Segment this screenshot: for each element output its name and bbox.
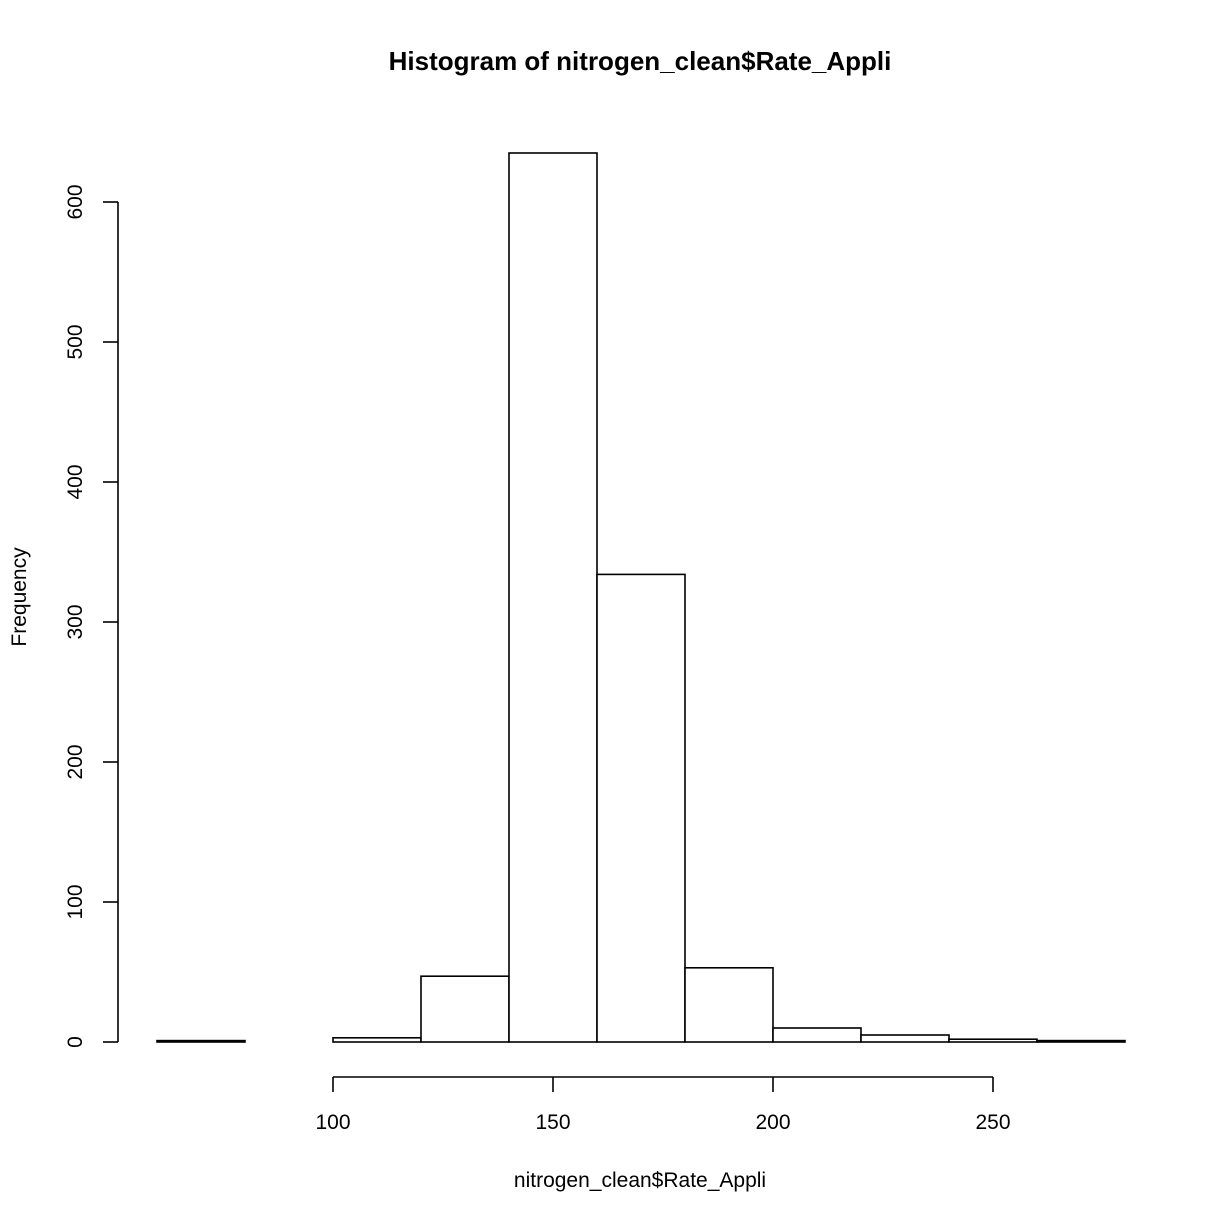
histogram-bar-3 [420, 975, 510, 1043]
histogram-bar-2 [332, 1037, 422, 1043]
histogram-bar-10 [1036, 1039, 1126, 1043]
histogram-bar-5 [596, 573, 686, 1043]
y-tick-label-4: 400 [64, 464, 87, 499]
histogram-bar-7 [772, 1027, 862, 1043]
histogram-bar-0 [156, 1039, 246, 1043]
histogram-bar-6 [684, 966, 774, 1043]
histogram-bar-9 [948, 1038, 1038, 1043]
y-tick-label-2: 200 [64, 744, 87, 779]
y-tick-label-1: 100 [64, 884, 87, 919]
x-tick-label-3: 250 [975, 1111, 1010, 1134]
chart-title: Histogram of nitrogen_clean$Rate_Appli [389, 46, 892, 76]
histogram-bar-8 [860, 1034, 950, 1043]
x-axis-label: nitrogen_clean$Rate_Appli [514, 1169, 766, 1192]
bars-group [156, 152, 1126, 1043]
x-tick-label-1: 150 [535, 1111, 570, 1134]
histogram-bar-4 [508, 152, 598, 1043]
y-tick-label-0: 0 [64, 1036, 87, 1048]
x-tick-label-2: 200 [755, 1111, 790, 1134]
x-tick-label-0: 100 [315, 1111, 350, 1134]
y-axis-label: Frequency [8, 547, 31, 647]
x-axis: 100 150 200 250 [315, 1076, 1011, 1134]
y-tick-label-3: 300 [64, 604, 87, 639]
y-tick-label-6: 600 [64, 184, 87, 219]
y-axis: 0 100 200 300 400 500 600 [64, 184, 119, 1048]
y-tick-label-5: 500 [64, 324, 87, 359]
